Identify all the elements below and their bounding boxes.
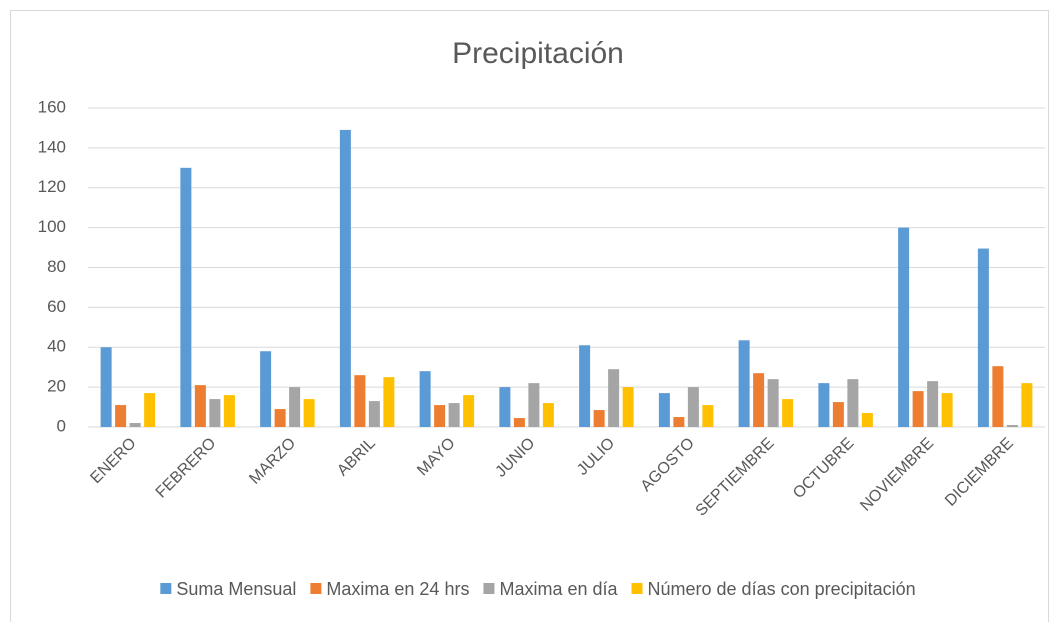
bar	[1021, 383, 1033, 427]
bar	[260, 351, 272, 427]
bar	[753, 373, 765, 427]
bar	[499, 387, 511, 427]
bar	[209, 399, 221, 427]
bar	[434, 405, 446, 427]
bar	[289, 387, 301, 427]
bar	[223, 395, 235, 427]
bar	[992, 366, 1004, 427]
bar	[303, 399, 315, 427]
bar	[941, 393, 953, 427]
bar	[832, 402, 844, 427]
bar	[738, 340, 750, 427]
bar	[100, 347, 112, 427]
bar	[608, 369, 620, 427]
y-tick-label: 80	[47, 257, 66, 276]
legend-label: Maxima en día	[499, 579, 618, 599]
bar	[861, 413, 873, 427]
bar	[927, 381, 939, 427]
bar	[673, 417, 685, 427]
bar	[702, 405, 714, 427]
bar	[782, 399, 794, 427]
bar	[368, 401, 380, 427]
bar	[180, 167, 192, 427]
bar	[528, 383, 540, 427]
bar	[513, 418, 525, 427]
legend-swatch	[160, 583, 172, 594]
bar	[383, 377, 395, 427]
bar	[977, 248, 989, 427]
legend-swatch	[310, 583, 322, 594]
bar	[898, 227, 910, 427]
legend-swatch	[631, 583, 643, 594]
bar	[463, 395, 475, 427]
bar	[767, 379, 779, 427]
y-tick-label: 60	[47, 297, 66, 316]
legend-label: Maxima en 24 hrs	[326, 579, 469, 599]
chart-border	[10, 10, 1049, 622]
bar	[658, 393, 670, 427]
bar	[818, 383, 830, 427]
bar	[542, 403, 554, 427]
bar	[579, 345, 591, 427]
bar	[448, 403, 460, 427]
bar	[129, 423, 141, 427]
bar	[687, 387, 699, 427]
bar	[593, 410, 605, 427]
chart-title: Precipitación	[452, 37, 624, 70]
y-tick-label: 40	[47, 337, 66, 356]
bar	[274, 409, 286, 427]
legend-label: Suma Mensual	[176, 579, 296, 599]
bar	[115, 405, 127, 427]
y-tick-label: 140	[38, 137, 66, 156]
bar	[354, 375, 366, 427]
bar	[144, 393, 156, 427]
bar	[912, 391, 924, 427]
bar	[194, 385, 206, 427]
y-tick-label: 160	[38, 97, 66, 116]
legend-label: Número de días con precipitación	[648, 579, 916, 599]
bar	[419, 371, 431, 427]
y-tick-label: 0	[57, 416, 66, 435]
y-tick-label: 100	[38, 217, 66, 236]
legend-swatch	[483, 583, 495, 594]
bar	[339, 129, 351, 427]
bar	[1006, 425, 1018, 427]
y-tick-label: 20	[47, 377, 66, 396]
y-tick-label: 120	[38, 177, 66, 196]
bar	[622, 387, 634, 427]
bar	[847, 379, 859, 427]
